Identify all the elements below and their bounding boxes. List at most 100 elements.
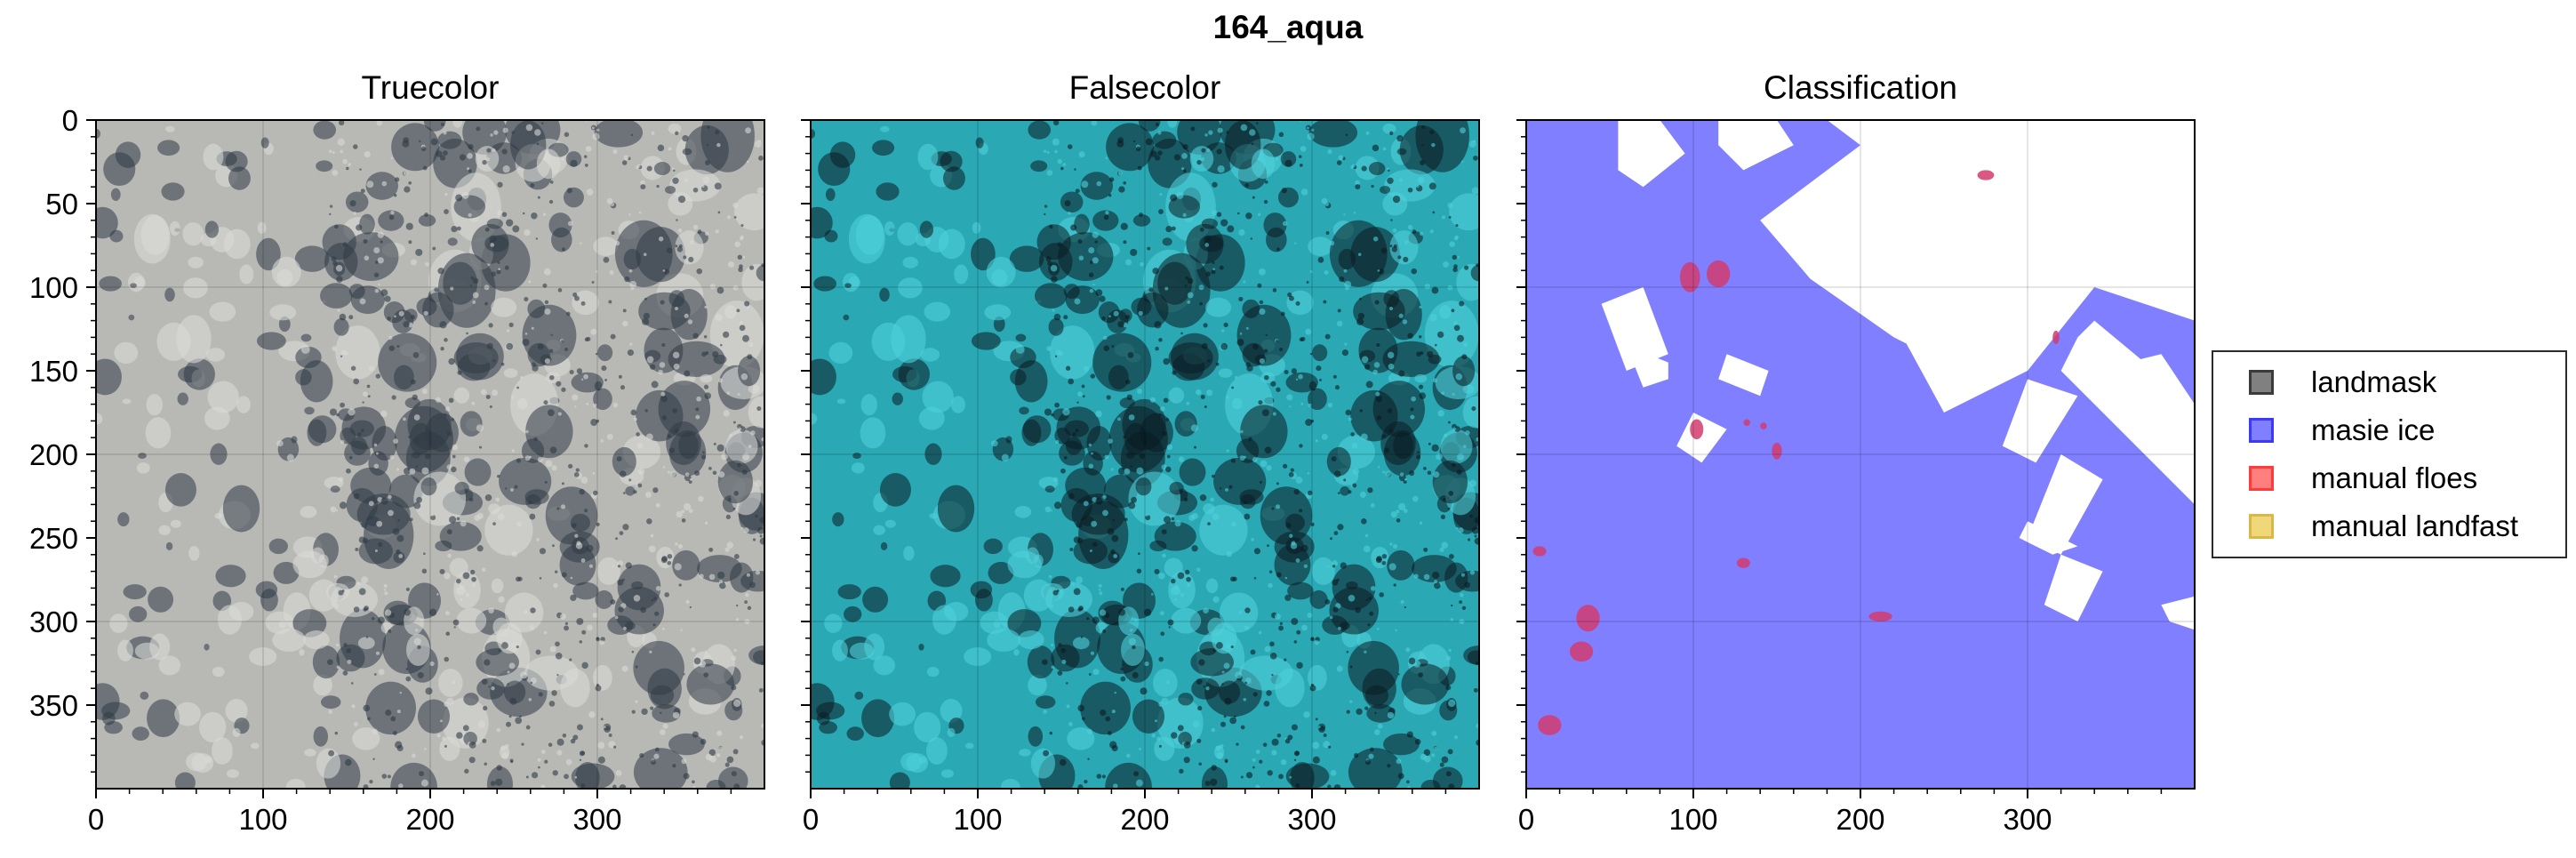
image-speckle [1454, 235, 1459, 239]
image-speckle [654, 747, 660, 752]
image-speckle [1118, 467, 1126, 475]
image-speckle [566, 311, 571, 317]
image-dark-patch [1432, 766, 1463, 789]
image-speckle [1339, 276, 1345, 283]
image-bright-patch [1251, 148, 1276, 180]
image-speckle [1196, 678, 1203, 685]
image-speckle [1397, 773, 1404, 780]
image-speckle [446, 529, 452, 535]
image-dark-patch [862, 586, 889, 613]
image-speckle [633, 595, 641, 602]
image-speckle [1102, 629, 1107, 633]
image-speckle [496, 269, 501, 275]
image-speckle [740, 526, 744, 530]
image-speckle [1157, 150, 1163, 156]
image-speckle [431, 514, 434, 517]
image-speckle [439, 568, 445, 574]
x-tick-label: 0 [88, 803, 104, 836]
image-speckle [1453, 320, 1458, 325]
image-speckle [569, 658, 572, 662]
image-speckle [560, 157, 564, 161]
image-speckle [1120, 676, 1126, 682]
image-speckle [725, 514, 732, 520]
image-speckle [1407, 333, 1413, 339]
image-speckle [1305, 328, 1312, 335]
image-speckle [1442, 261, 1450, 268]
image-speckle [1183, 757, 1190, 764]
open-region [1718, 354, 1769, 397]
image-speckle [739, 320, 743, 325]
image-speckle [1048, 574, 1052, 579]
image-speckle [1092, 283, 1095, 286]
image-bright-patch [972, 221, 981, 234]
image-speckle [1216, 752, 1224, 759]
image-speckle [1057, 670, 1063, 676]
image-speckle [472, 277, 479, 285]
image-speckle [1138, 310, 1143, 317]
image-speckle [1423, 749, 1431, 757]
image-speckle [692, 731, 699, 738]
image-speckle [600, 439, 604, 443]
image-speckle [1412, 495, 1419, 502]
image-dark-patch [1236, 304, 1292, 366]
image-speckle [695, 414, 700, 420]
image-speckle [502, 127, 508, 133]
image-speckle [1389, 131, 1394, 136]
image-dark-patch [300, 333, 312, 342]
image-speckle [1101, 774, 1106, 779]
image-speckle [1398, 178, 1403, 182]
image-speckle [537, 758, 541, 762]
image-dark-patch [1468, 650, 1479, 664]
image-speckle [622, 492, 626, 494]
image-speckle [1317, 256, 1324, 263]
image-speckle [661, 415, 668, 421]
image-speckle [1248, 437, 1252, 441]
image-speckle [522, 339, 530, 347]
image-speckle [1052, 120, 1060, 126]
image-speckle [1134, 618, 1138, 622]
image-speckle [1186, 576, 1191, 582]
image-speckle [388, 345, 395, 351]
image-speckle [1077, 704, 1085, 712]
image-dark-patch [96, 206, 118, 239]
image-speckle [708, 573, 716, 581]
image-speckle [1369, 747, 1374, 752]
image-speckle [1449, 241, 1455, 247]
image-speckle [1132, 645, 1136, 650]
image-speckle [359, 168, 362, 171]
image-speckle [702, 451, 705, 454]
image-speckle [408, 435, 412, 439]
image-speckle [1315, 439, 1318, 443]
image-speckle [726, 215, 731, 220]
image-speckle [1087, 758, 1090, 760]
image-dark-patch [1030, 160, 1048, 172]
image-speckle [1135, 779, 1143, 787]
image-dark-patch [1063, 284, 1080, 299]
image-bright-patch [1205, 297, 1232, 317]
image-speckle [1100, 710, 1107, 717]
image-speckle [529, 625, 535, 630]
image-speckle [1388, 363, 1395, 370]
image-speckle [522, 212, 525, 215]
image-dark-patch [971, 332, 1001, 350]
image-dark-patch [460, 411, 483, 437]
image-speckle [1158, 338, 1163, 342]
image-speckle [1321, 433, 1328, 440]
image-dark-patch [1287, 581, 1314, 600]
image-speckle [1065, 682, 1068, 685]
image-speckle [708, 547, 714, 552]
image-speckle [1117, 171, 1123, 176]
image-speckle [1441, 215, 1445, 220]
image-speckle [399, 691, 403, 694]
image-speckle [1419, 305, 1422, 309]
image-speckle [1252, 343, 1259, 350]
image-speckle [1043, 149, 1047, 153]
image-speckle [452, 444, 459, 451]
image-speckle [1383, 447, 1390, 453]
image-speckle [1095, 289, 1103, 297]
image-dark-patch [1274, 544, 1311, 586]
image-speckle [681, 758, 687, 765]
image-dark-patch [545, 486, 598, 545]
image-speckle [625, 562, 632, 569]
image-speckle [1192, 720, 1200, 728]
